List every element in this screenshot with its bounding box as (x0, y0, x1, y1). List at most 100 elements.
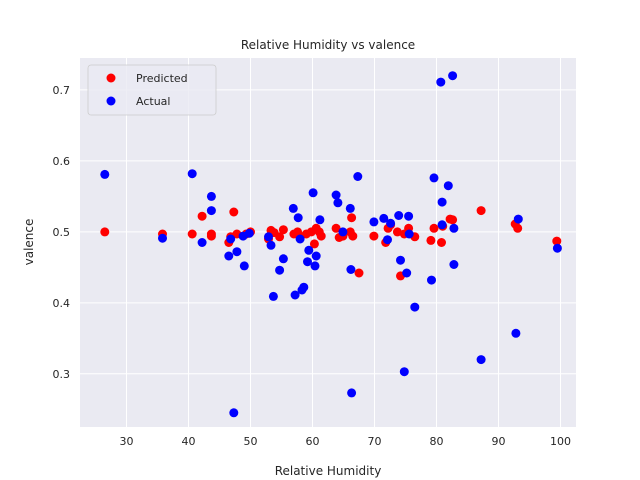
point-actual (552, 243, 562, 253)
x-tick-label: 30 (120, 435, 134, 448)
point-actual (288, 203, 298, 213)
point-actual (338, 227, 348, 237)
point-actual (311, 251, 321, 261)
point-predicted (348, 231, 358, 241)
point-actual (229, 408, 239, 418)
point-actual (394, 211, 404, 220)
point-predicted (229, 207, 239, 217)
point-actual (379, 213, 389, 223)
point-predicted (100, 227, 110, 237)
point-predicted (309, 239, 319, 249)
point-actual (278, 254, 288, 264)
point-actual (197, 238, 207, 247)
point-actual (232, 247, 242, 257)
point-actual (511, 328, 521, 338)
point-actual (437, 220, 447, 230)
y-tick-label: 0.3 (53, 368, 71, 381)
y-axis-label: valence (22, 219, 36, 266)
point-actual (310, 261, 320, 271)
point-actual (224, 251, 234, 261)
point-actual (266, 240, 276, 250)
point-actual (295, 234, 305, 244)
point-predicted (448, 215, 458, 225)
point-actual (437, 197, 447, 207)
point-actual (399, 367, 409, 377)
legend-marker-actual (106, 96, 116, 106)
point-actual (304, 245, 314, 255)
point-actual (402, 268, 412, 278)
legend-marker-predicted (106, 73, 116, 83)
point-predicted (354, 268, 364, 278)
y-tick-label: 0.7 (53, 84, 71, 97)
series-actual (100, 71, 562, 418)
point-actual (100, 169, 110, 179)
point-actual (369, 217, 379, 227)
point-actual (448, 71, 458, 81)
point-actual (293, 213, 303, 223)
data-points (100, 71, 562, 418)
point-actual (333, 198, 343, 208)
point-actual (264, 232, 273, 242)
point-actual (244, 228, 254, 238)
y-tick-label: 0.5 (53, 226, 71, 239)
x-axis-label: Relative Humidity (275, 464, 382, 478)
point-actual (290, 290, 300, 300)
point-actual (396, 255, 405, 265)
x-tick-label: 70 (368, 435, 382, 448)
legend: Predicted Actual (87, 64, 217, 116)
point-actual (206, 191, 216, 201)
x-tick-label: 100 (550, 435, 571, 448)
point-predicted (513, 223, 523, 233)
point-predicted (392, 227, 402, 237)
point-actual (404, 229, 414, 239)
point-actual (513, 214, 523, 224)
point-actual (226, 234, 236, 244)
legend-box (87, 64, 217, 116)
x-tick-label: 40 (182, 435, 196, 448)
chart-title: Relative Humidity vs valence (241, 38, 415, 52)
point-predicted (369, 231, 379, 241)
point-actual (427, 275, 436, 285)
point-actual (308, 188, 318, 198)
point-actual (346, 265, 356, 274)
point-actual (404, 211, 414, 221)
y-tick-label: 0.4 (53, 297, 71, 310)
y-axis-ticks: 0.3 0.4 0.5 0.6 0.7 (53, 84, 71, 381)
x-tick-label: 60 (306, 435, 320, 448)
point-actual (476, 355, 486, 365)
point-actual (239, 261, 249, 271)
point-predicted (347, 213, 357, 223)
legend-label-actual: Actual (136, 95, 170, 108)
point-predicted (476, 206, 486, 216)
point-actual (386, 218, 396, 228)
point-actual (436, 77, 446, 87)
point-actual (345, 203, 355, 213)
point-actual (429, 173, 439, 183)
point-actual (331, 190, 341, 200)
y-tick-label: 0.6 (53, 155, 71, 168)
point-actual (443, 181, 453, 191)
point-actual (383, 235, 392, 245)
point-predicted (426, 235, 436, 245)
point-actual (449, 260, 459, 269)
point-predicted (552, 236, 562, 246)
point-predicted (187, 229, 197, 239)
point-predicted (437, 238, 446, 247)
point-predicted (278, 225, 288, 235)
point-actual (410, 302, 420, 312)
x-axis-ticks: 30 40 50 60 70 80 90 100 (120, 435, 572, 448)
point-predicted (331, 223, 341, 233)
point-actual (275, 265, 285, 275)
x-tick-label: 80 (430, 435, 444, 448)
point-actual (353, 172, 363, 181)
x-tick-label: 90 (492, 435, 506, 448)
x-tick-label: 50 (244, 435, 258, 448)
point-predicted (316, 231, 326, 241)
point-actual (347, 388, 357, 398)
point-predicted (275, 232, 285, 242)
point-predicted (429, 223, 439, 233)
point-actual (187, 169, 197, 179)
point-actual (449, 223, 459, 233)
point-actual (206, 206, 216, 216)
